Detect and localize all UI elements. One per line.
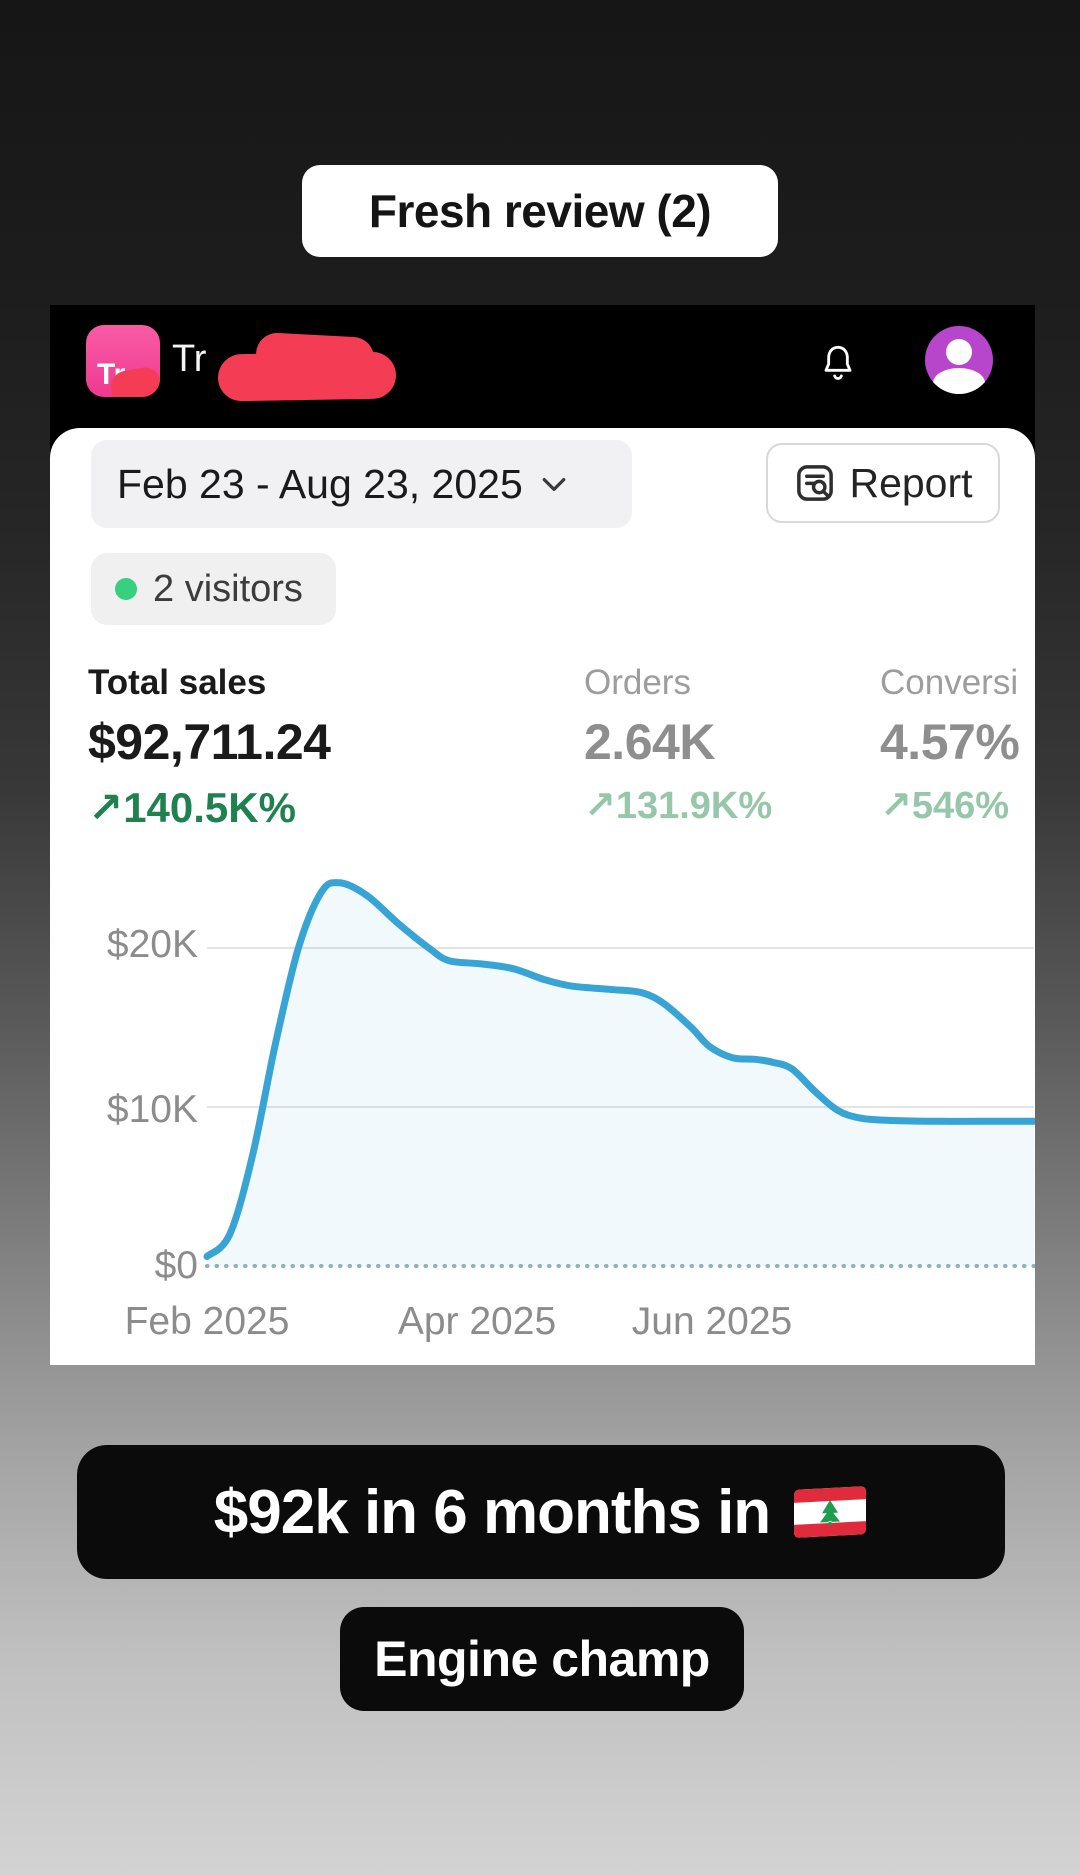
x-axis-tick-jun: Jun 2025: [631, 1300, 793, 1343]
person-icon: [946, 339, 972, 365]
metric-conversion[interactable]: Conversi 4.57% ↗546%: [880, 663, 1035, 828]
y-axis-tick-0: $0: [154, 1244, 198, 1287]
sales-chart-svg: [203, 879, 1035, 1268]
report-icon: [797, 465, 834, 501]
caption-sub-text: Engine champ: [374, 1631, 710, 1687]
y-axis-tick-10k: $10K: [106, 1088, 198, 1131]
visitors-label: 2 visitors: [153, 567, 303, 610]
lebanon-flag-icon: [794, 1486, 867, 1538]
caption-main-text: $92k in 6 months in: [213, 1477, 771, 1547]
sales-line: [203, 879, 1035, 1260]
dashboard-screenshot: Tr Tr Feb 23 - Aug 23, 2025: [50, 305, 1035, 1365]
trend-up-delta: ↗546%: [880, 785, 1010, 827]
y-axis-tick-20k: $20K: [106, 923, 198, 966]
metric-orders[interactable]: Orders 2.64K ↗131.9K%: [584, 663, 864, 828]
trend-up-delta: ↗131.9K%: [584, 785, 773, 827]
caption-pill-sub: Engine champ: [340, 1607, 744, 1711]
date-range-selector[interactable]: Feb 23 - Aug 23, 2025: [91, 440, 632, 528]
notifications-bell-icon[interactable]: [818, 341, 858, 387]
visitor-status-dot: [115, 578, 137, 600]
live-visitors-chip[interactable]: 2 visitors: [91, 553, 336, 625]
account-avatar[interactable]: [925, 326, 993, 394]
metric-total-sales[interactable]: Total sales $92,711.24 ↗140.5K%: [88, 663, 368, 832]
store-app-icon[interactable]: Tr: [86, 325, 160, 397]
caption-pill-main: $92k in 6 months in: [77, 1445, 1005, 1579]
story-title-text: Fresh review (2): [368, 185, 712, 237]
date-range-text: Feb 23 - Aug 23, 2025: [117, 460, 523, 507]
report-button-label: Report: [849, 459, 973, 506]
chevron-down-icon: [542, 477, 566, 491]
x-axis-tick-feb: Feb 2025: [124, 1300, 290, 1343]
story-title-pill: Fresh review (2): [302, 165, 778, 257]
report-button[interactable]: Report: [766, 443, 1000, 523]
redaction-scribble-name-2: [254, 331, 376, 381]
sales-area-fill: [207, 882, 1034, 1266]
x-axis-tick-apr: Apr 2025: [397, 1300, 557, 1343]
trend-up-delta: ↗140.5K%: [88, 784, 296, 831]
store-name[interactable]: Tr: [172, 338, 207, 380]
